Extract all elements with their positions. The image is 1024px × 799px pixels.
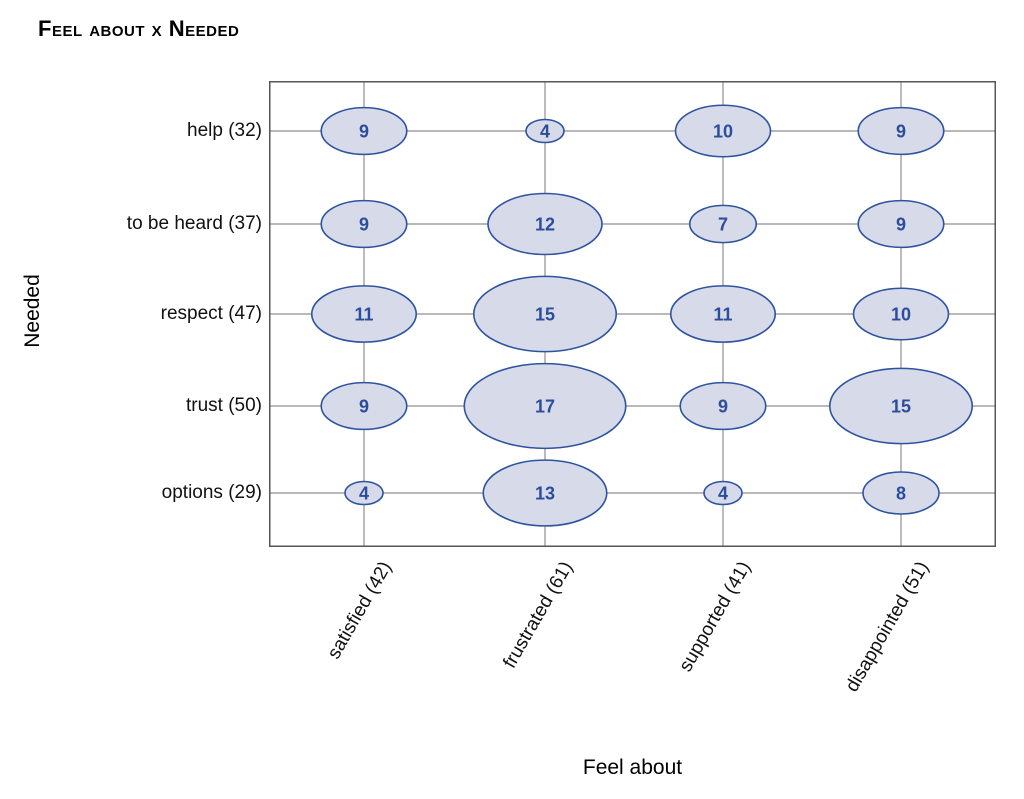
bubble-ellipse (310, 285, 418, 343)
bubble-ellipse (669, 285, 777, 343)
x-tick-label: supported (41) (675, 558, 756, 676)
y-tick-label: help (32) (187, 120, 262, 141)
x-tick-label: disappointed (51) (841, 558, 934, 696)
bubble-ellipse (472, 275, 618, 353)
bubble-value: 9 (896, 122, 906, 142)
plot-area: 9 4 10 9 9 12 7 9 11 15 11 10 9 17 9 15 4 13 4 8 (269, 81, 996, 547)
bubble-ellipse (862, 471, 940, 515)
bubble-value: 13 (535, 484, 555, 504)
bubble-value: 4 (718, 484, 728, 504)
x-tick-label: frustrated (61) (499, 558, 578, 672)
bubble-ellipse (852, 287, 950, 341)
bubble-ellipse (463, 362, 627, 450)
y-tick-label: trust (50) (185, 395, 262, 416)
bubble-ellipse (320, 199, 408, 249)
bubble-ellipse (688, 204, 758, 244)
x-axis-title: Feel about (582, 756, 683, 779)
bubble-ellipse (525, 118, 565, 144)
bubble-value: 7 (718, 215, 728, 235)
plot-border (269, 81, 996, 547)
y-tick-label: to be heard (37) (126, 213, 262, 234)
bubble-value: 15 (891, 397, 911, 417)
bubble-value: 11 (713, 305, 732, 325)
y-tick-label: options (29) (161, 482, 262, 503)
bubble-plot-svg: 9 4 10 9 9 12 7 9 11 15 11 10 9 17 9 15 4 13 4 8 (269, 81, 996, 547)
bubble-ellipse (857, 106, 945, 156)
bubble-value: 10 (713, 122, 733, 142)
chart-title: Feel about x Needed (38, 16, 240, 41)
bubble-value: 17 (535, 397, 555, 417)
bubble-value: 10 (891, 305, 911, 325)
x-tick-label: satisfied (42) (323, 558, 397, 663)
bubble-value: 9 (359, 397, 369, 417)
bubble-ellipse (679, 381, 767, 431)
bubble-ellipse (344, 480, 384, 506)
bubble-value: 9 (718, 397, 728, 417)
bubble-value: 12 (535, 215, 555, 235)
bubble-value: 9 (896, 215, 906, 235)
bubble-ellipse (320, 106, 408, 156)
bubble-ellipse (487, 192, 603, 256)
bubble-ellipse (828, 367, 974, 445)
bubble-value: 4 (359, 484, 369, 504)
bubble-ellipse (482, 459, 608, 527)
bubble-ellipse (857, 199, 945, 249)
bubble-value: 8 (896, 484, 906, 504)
bubble-value: 11 (354, 305, 373, 325)
bubble-ellipse (320, 381, 408, 431)
y-tick-label: respect (47) (160, 303, 262, 324)
bubble-value: 9 (359, 215, 369, 235)
bubble-value: 15 (535, 305, 555, 325)
bubble-value: 9 (359, 122, 369, 142)
bubble-ellipse (674, 104, 772, 158)
bubble-ellipse (703, 480, 743, 506)
bubble-value: 4 (540, 122, 550, 142)
